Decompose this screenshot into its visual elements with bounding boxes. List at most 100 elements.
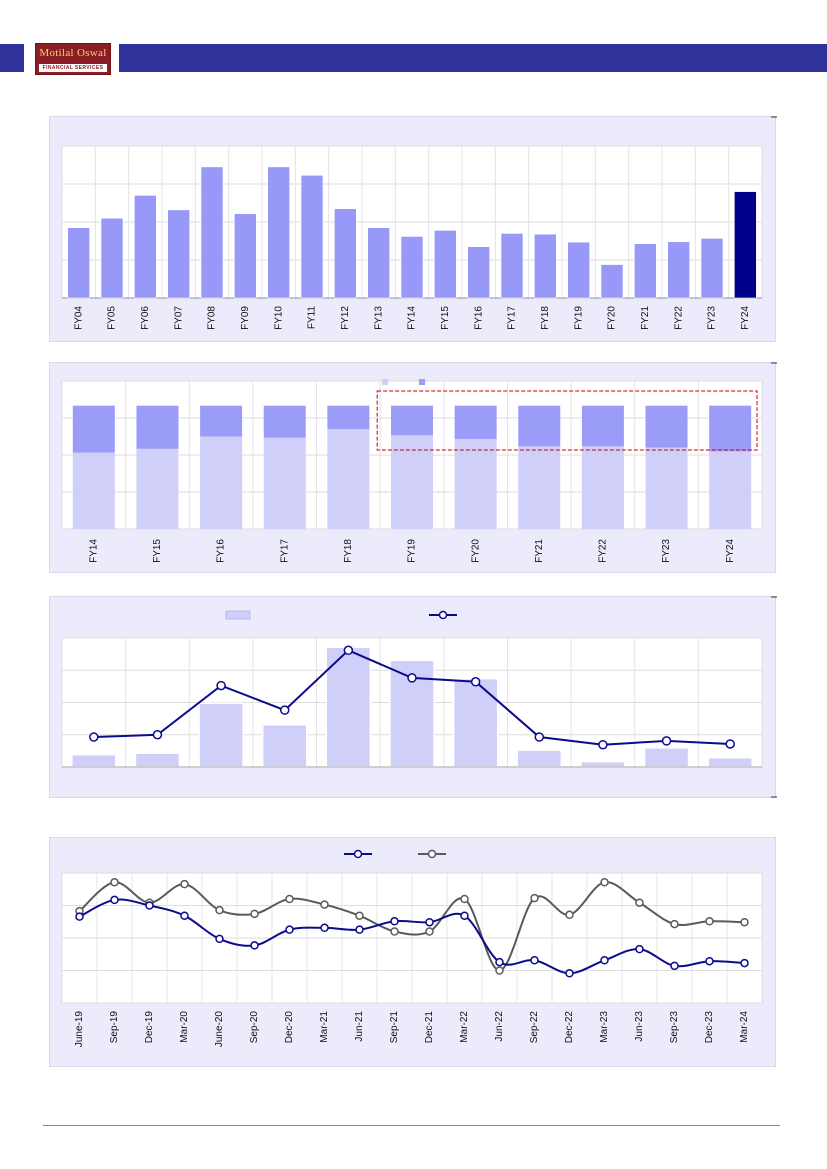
bar-FY10 [267, 166, 290, 299]
x-tick-label-FY18: FY18 [540, 306, 551, 330]
x-tick-label-Jun-23: Jun-23 [634, 1011, 645, 1042]
series-2-point-Mar-21 [320, 900, 329, 909]
bar-upper-FY21 [518, 405, 561, 447]
x-tick-label-FY13: FY13 [373, 306, 384, 330]
x-tick-label-FY16: FY16 [216, 539, 227, 563]
series-1-point-Sep-21 [390, 917, 399, 926]
x-tick-label-FY07: FY07 [173, 306, 184, 330]
series-1-point-Jun-21 [355, 925, 364, 934]
series-2-point-Mar-22 [460, 894, 469, 904]
line-point-11 [725, 739, 735, 749]
x-tick-label-FY24: FY24 [740, 306, 751, 330]
line-point-9 [598, 739, 608, 750]
x-tick-label-FY10: FY10 [273, 306, 284, 330]
series-1-point-June-19 [75, 912, 84, 921]
series-1-point-Dec-21 [425, 917, 434, 927]
x-tick-label-FY15: FY15 [440, 306, 451, 330]
bar-upper-FY22 [581, 405, 624, 447]
x-tick-label-FY04: FY04 [73, 306, 84, 330]
series-2-point-Sep-20 [250, 909, 259, 919]
x-tick-label-Sep-20: Sep-20 [249, 1011, 260, 1044]
line-series-2 [78, 881, 745, 972]
x-tick-label-FY17: FY17 [507, 306, 518, 330]
x-tick-label-Sep-21: Sep-21 [389, 1011, 400, 1044]
x-tick-label-Jun-22: Jun-22 [494, 1011, 505, 1042]
x-tick-label-FY23: FY23 [707, 306, 718, 330]
x-tick-label-June-20: June-20 [214, 1011, 225, 1048]
bar-lower-FY15 [136, 448, 179, 529]
bar-upper-FY16 [200, 405, 243, 437]
series-1-point-Sep-19 [110, 895, 119, 905]
bar-FY13 [367, 227, 390, 299]
series-1-point-Dec-23 [705, 956, 714, 966]
series-2-point-Dec-23 [705, 917, 714, 926]
bar-10 [643, 747, 690, 768]
x-tick-label-Dec-20: Dec-20 [284, 1011, 295, 1044]
x-tick-label-June-19: June-19 [74, 1011, 85, 1048]
bar-FY15 [434, 230, 457, 299]
bar-FY06 [134, 195, 157, 299]
x-tick-label-FY12: FY12 [340, 306, 351, 330]
series-2-point-Jun-21 [355, 911, 364, 920]
x-tick-label-FY05: FY05 [107, 306, 118, 330]
bar-FY21 [634, 243, 657, 299]
bar-FY11 [300, 174, 324, 299]
line-point-1 [89, 732, 99, 742]
line-point-10 [661, 736, 672, 746]
legend-marker-series [438, 610, 448, 620]
line-point-8 [534, 732, 545, 742]
bar-FY09 [234, 213, 257, 299]
x-tick-label-FY19: FY19 [573, 306, 584, 330]
footer-divider [43, 1125, 780, 1126]
line-point-6 [407, 673, 417, 683]
company-logo: Motilal Oswal FINANCIAL SERVICES [35, 43, 111, 75]
x-tick-label-FY11: FY11 [307, 306, 318, 330]
x-tick-label-FY16: FY16 [473, 306, 484, 330]
x-tick-label-FY20: FY20 [607, 306, 618, 330]
bar-upper-FY20 [454, 405, 497, 439]
bar-upper-FY24 [709, 405, 752, 452]
series-2-point-June-20 [215, 905, 224, 915]
bar-upper-FY15 [136, 405, 179, 449]
bar-FY14 [400, 236, 424, 299]
series-2-point-Dec-22 [565, 910, 574, 920]
x-tick-label-Mar-23: Mar-23 [599, 1011, 610, 1043]
header-bar-right [119, 44, 827, 72]
bar-lower-FY19 [391, 435, 433, 529]
line-point-4 [279, 705, 290, 715]
chart-panel-3 [49, 596, 777, 798]
series-2-point-Sep-19 [110, 878, 119, 887]
series-1-point-Mar-23 [600, 956, 609, 965]
bar-lower-FY16 [200, 436, 243, 529]
series-1-point-Dec-19 [145, 901, 154, 910]
bar-FY08 [200, 166, 224, 299]
bar-5 [325, 646, 372, 768]
x-tick-label-Mar-20: Mar-20 [179, 1011, 190, 1043]
series-1-point-Dec-22 [565, 969, 574, 978]
header-bar [0, 44, 827, 72]
bar-3 [198, 702, 244, 768]
chart-panel-2: FY14 FY15 FY16 FY17 FY18 FY19 FY20 FY21 FY22 FY23… [49, 362, 777, 573]
series-1-point-Jun-23 [635, 944, 644, 954]
series-1-point-Mar-21 [320, 923, 329, 933]
legend-swatch-bars [225, 610, 251, 620]
x-tick-label-FY20: FY20 [470, 539, 481, 563]
bar-upper-FY18 [327, 405, 370, 430]
x-tick-label-Mar-22: Mar-22 [459, 1011, 470, 1043]
x-tick-label-Dec-19: Dec-19 [144, 1011, 155, 1044]
bar-7 [452, 677, 499, 768]
bar-chart-fy04-fy24: FY04 FY05 FY06 FY07 FY08 FY09 FY10 FY11 FY12 FY13… [61, 116, 777, 330]
bar-4 [261, 724, 308, 768]
x-tick-label-FY21: FY21 [534, 539, 545, 563]
x-tick-label-Dec-21: Dec-21 [424, 1011, 435, 1044]
bar-lower-FY18 [327, 429, 370, 529]
bar-8 [516, 749, 563, 768]
series-1-point-Jun-22 [495, 957, 504, 967]
bar-9 [580, 760, 626, 768]
bar-FY04 [67, 227, 90, 299]
highlight-box [376, 390, 758, 451]
series-2-point-Sep-22 [530, 893, 539, 903]
series-2-point-Mar-23 [600, 878, 609, 887]
x-tick-label-Sep-19: Sep-19 [109, 1011, 120, 1044]
bar-FY23 [700, 238, 724, 299]
